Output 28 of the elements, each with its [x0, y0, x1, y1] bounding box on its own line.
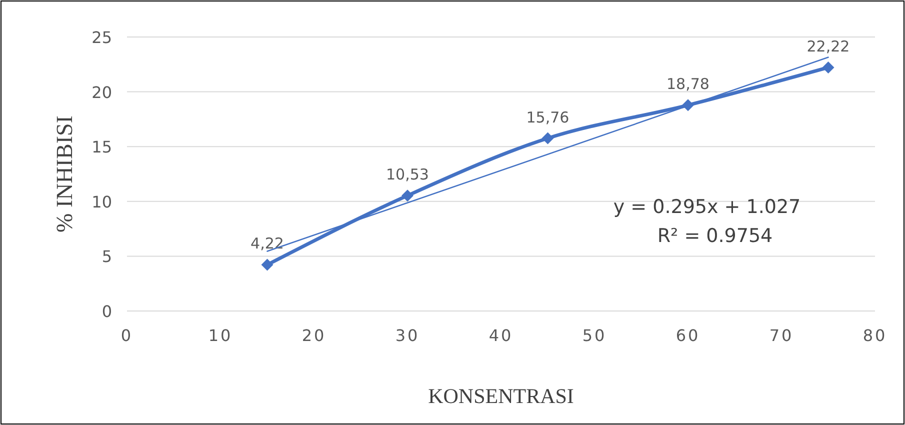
x-tick-label: 30 — [395, 326, 420, 345]
y-tick-label: 15 — [92, 138, 112, 157]
data-label: 22,22 — [806, 37, 850, 56]
y-tick-label: 25 — [92, 28, 112, 47]
point — [542, 132, 554, 144]
x-tick-label: 80 — [862, 326, 888, 345]
data-label: 18,78 — [666, 75, 710, 94]
point — [402, 190, 414, 202]
y-tick-label: 5 — [102, 247, 112, 266]
x-tick-label: 20 — [302, 326, 326, 345]
y-tick-label: 10 — [92, 192, 112, 212]
x-tick-label: 60 — [676, 326, 700, 345]
annotation: y = 0.295x + 1.027 — [613, 196, 801, 218]
y-axis-title: % INHIBISI — [52, 116, 77, 232]
point — [261, 258, 274, 271]
x-tick-label: 50 — [582, 326, 607, 345]
x-tick-label: 10 — [208, 326, 233, 345]
point — [822, 61, 834, 74]
data-label: 10,53 — [386, 166, 429, 184]
data-label: 15,76 — [526, 108, 570, 126]
y-tick-label: 20 — [92, 82, 112, 102]
x-tick-label: 70 — [769, 326, 794, 345]
x-tick-label: 40 — [488, 326, 514, 345]
x-tick-label: 0 — [120, 326, 134, 345]
x-axis-title: KONSENTRASI — [428, 384, 574, 408]
y-tick-label: 0 — [102, 302, 112, 321]
annotation: R² = 0.9754 — [657, 225, 773, 247]
data-label: 4,22 — [250, 234, 284, 253]
